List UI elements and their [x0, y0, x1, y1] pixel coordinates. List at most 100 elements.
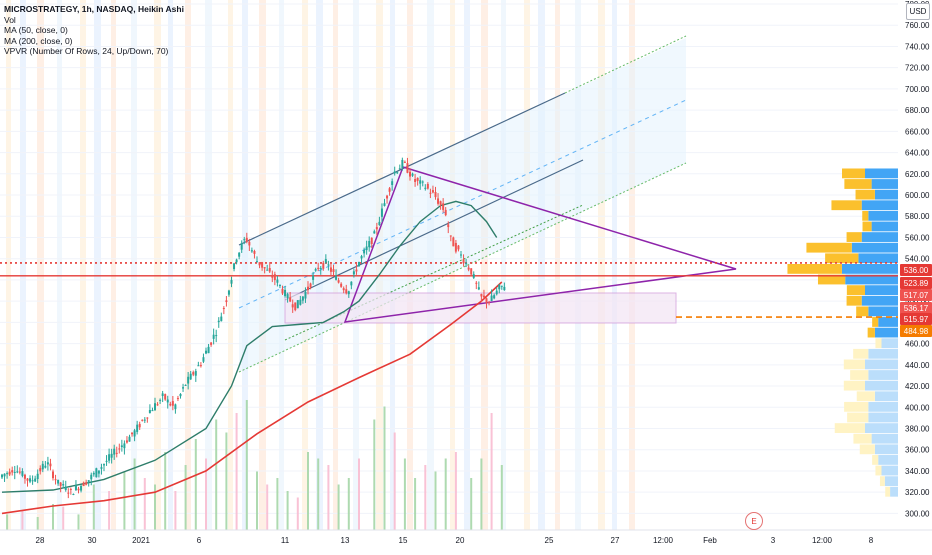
candle-body: [373, 231, 376, 234]
candle-body: [44, 465, 47, 468]
volume-bar: [327, 465, 330, 530]
candle-body: [503, 286, 506, 291]
x-tick-label: 2021: [132, 536, 150, 545]
volume-bar: [133, 458, 136, 530]
x-axis: 28 30 2021 6 11 13 15 20 25 27 12:00 Feb 3 12:00 8: [0, 529, 932, 545]
volume-bar: [266, 484, 269, 530]
vpvr-down-bar: [875, 338, 882, 349]
volume-bar: [358, 458, 360, 530]
volume-bar: [6, 514, 9, 530]
candle-body: [118, 448, 121, 450]
vpvr-up-bar: [868, 210, 898, 221]
candle-body: [345, 289, 348, 294]
candle-body: [365, 246, 368, 251]
volume-bar: [77, 514, 80, 530]
volume-bar: [194, 439, 197, 530]
session-band: [168, 0, 173, 530]
candle-body: [64, 486, 67, 491]
candle-body: [230, 279, 233, 284]
candle-body: [6, 473, 9, 475]
candle-body: [480, 294, 483, 297]
legend-ma50[interactable]: MA (50, close, 0): [4, 25, 68, 36]
volume-bar: [215, 419, 218, 530]
candle-body: [358, 262, 360, 267]
legend-symbol-title[interactable]: MICROSTRATEGY, 1h, NASDAQ, Heikin Ashi: [4, 4, 184, 14]
candle-body: [317, 267, 320, 269]
candle-body: [360, 256, 363, 259]
vpvr-up-bar: [874, 327, 898, 338]
x-tick-label: 3: [771, 536, 776, 545]
candle-body: [263, 267, 266, 269]
price-label-bg: [900, 277, 932, 289]
legend-vpvr[interactable]: VPVR (Number Of Rows, 24, Up/Down, 70): [4, 46, 169, 57]
vpvr-up-bar: [851, 242, 898, 253]
vpvr-up-bar: [874, 189, 898, 200]
vpvr-up-bar: [878, 317, 898, 327]
price-label: 523.89: [904, 279, 929, 288]
vpvr-down-bar: [856, 391, 875, 402]
candle-body: [411, 173, 414, 176]
vpvr-up-bar: [878, 455, 898, 465]
candle-body: [261, 262, 264, 268]
candle-body: [289, 297, 292, 302]
vpvr-down-bar: [846, 295, 862, 306]
candle-body: [59, 482, 62, 486]
x-tick-label: Feb: [703, 536, 717, 545]
consolidation-box: [284, 292, 677, 324]
candle-body: [105, 460, 108, 462]
price-label: 484.98: [904, 327, 929, 336]
candle-body: [375, 227, 378, 230]
candle-body: [90, 474, 93, 480]
chart-legend: MICROSTRATEGY, 1h, NASDAQ, Heikin Ashi V…: [4, 4, 184, 57]
volume-bar: [62, 506, 65, 530]
volume-bar: [184, 465, 187, 530]
candle-body: [383, 203, 386, 206]
candle-body: [368, 241, 371, 248]
candle-body: [123, 443, 126, 449]
earnings-badge[interactable]: E: [745, 512, 763, 530]
candle-body: [398, 168, 401, 170]
vpvr-up-bar: [865, 168, 898, 179]
candle-body: [307, 286, 309, 291]
vpvr-up-bar: [874, 391, 898, 402]
legend-ma200[interactable]: MA (200, close, 0): [4, 35, 73, 46]
y-tick-label: 300.00: [905, 509, 930, 518]
candle-body: [159, 399, 162, 401]
x-tick-label: 8: [869, 536, 874, 545]
legend-vol[interactable]: Vol: [4, 14, 16, 25]
y-tick-label: 700.00: [905, 85, 930, 94]
session-band: [37, 0, 44, 530]
candle-body: [1, 474, 3, 478]
candle-body: [337, 280, 340, 283]
volume-bar: [393, 432, 396, 530]
candle-body: [498, 284, 501, 290]
vpvr-down-bar: [846, 285, 865, 296]
candle-body: [278, 284, 281, 286]
vpvr-down-bar: [844, 179, 872, 189]
candle-body: [74, 485, 77, 491]
vpvr-up-bar: [845, 274, 898, 285]
candle-body: [256, 261, 258, 263]
currency-selector[interactable]: USD: [906, 3, 930, 20]
candle-body: [284, 289, 287, 297]
candle-body: [437, 198, 440, 204]
candle-body: [166, 399, 169, 403]
volume-bar: [307, 452, 309, 530]
candle-body: [266, 269, 269, 271]
candle-body: [207, 346, 210, 354]
vpvr-down-bar: [847, 412, 869, 423]
candle-body: [136, 424, 139, 432]
candle-body: [335, 275, 338, 280]
vpvr-up-bar: [868, 401, 898, 412]
volume-bar: [490, 413, 493, 530]
y-tick-label: 680.00: [905, 106, 930, 115]
vpvr-down-bar: [844, 401, 869, 412]
candle-body: [403, 161, 406, 163]
candle-body: [41, 463, 44, 470]
candle-body: [386, 195, 389, 199]
candle-body: [268, 268, 271, 272]
candle-body: [141, 419, 144, 421]
vpvr-down-bar: [853, 433, 872, 444]
